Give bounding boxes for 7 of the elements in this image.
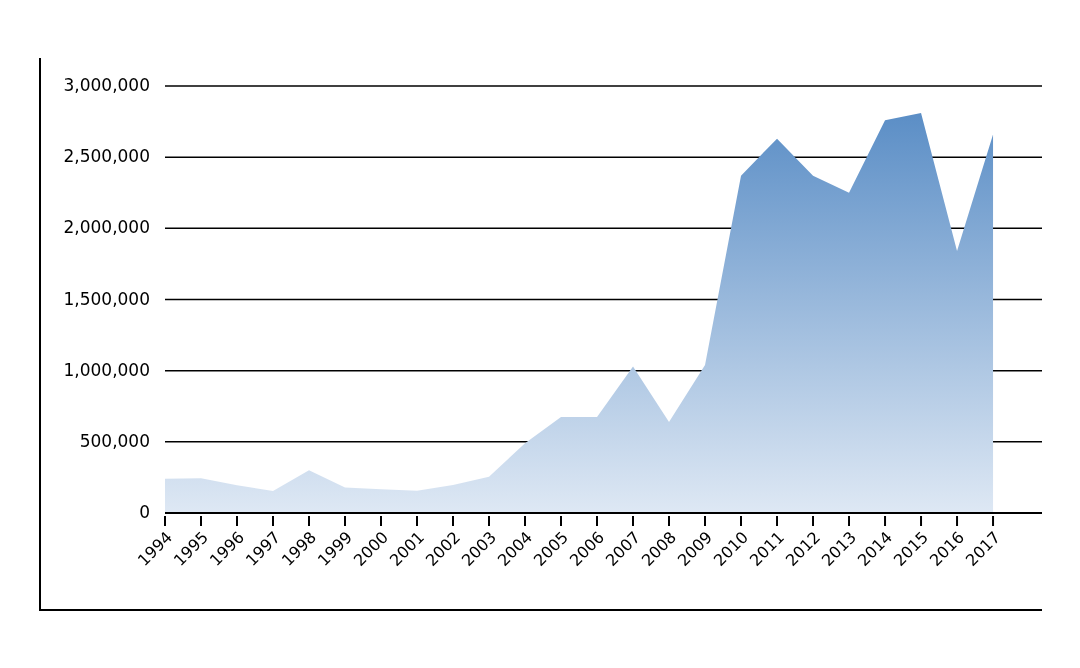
y-tick-label: 2,000,000 (63, 217, 150, 238)
y-tick-label: 2,500,000 (63, 146, 150, 167)
y-tick-label: 3,000,000 (63, 75, 150, 95)
y-tick-label: 1,500,000 (63, 288, 150, 309)
y-tick-label: 0 (139, 502, 150, 522)
y-tick-label: 500,000 (79, 430, 150, 451)
y-tick-label: 1,000,000 (63, 359, 150, 380)
